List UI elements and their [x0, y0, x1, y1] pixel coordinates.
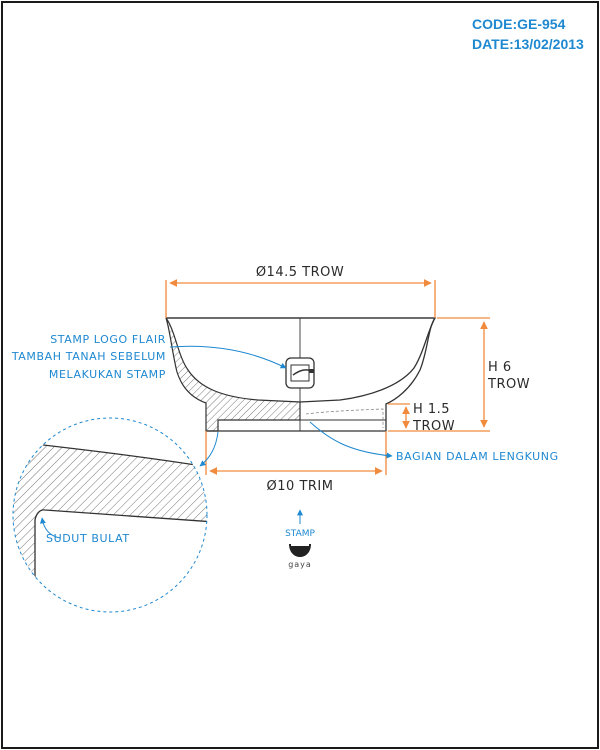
logo-brand: gaya: [288, 560, 312, 569]
detail-leader: [199, 431, 219, 467]
height-label-line2: TROW: [487, 377, 530, 392]
inner-curve-note: BAGIAN DALAM LENGKUNG: [396, 450, 559, 463]
foot-height-label-line1: H 1.5: [413, 402, 450, 417]
foot-inner-hidden-line: [305, 408, 384, 428]
detail-circle: [12, 417, 208, 613]
detail-hatched-section: [13, 440, 207, 612]
drawing-date: DATE:13/02/2013: [472, 36, 584, 52]
rounded-corner-note: SUDUT BULAT: [46, 532, 130, 545]
dim-top-diameter: [165, 279, 436, 318]
top-diameter-label: Ø14.5 TROW: [256, 265, 344, 280]
bowl-wall-section: [165, 317, 301, 432]
dim-height: [388, 317, 490, 432]
rounded-corner-detail: [12, 417, 208, 613]
stamp-mark: [285, 357, 315, 389]
stamp-note-line1: STAMP LOGO FLAIR: [50, 333, 166, 346]
bowl-inner-curve: [299, 317, 436, 403]
detail-outline-corner: [34, 509, 207, 612]
foot-height-label-line2: TROW: [412, 419, 455, 434]
brand-logo: STAMP gaya: [285, 509, 315, 569]
bottom-diameter-label: Ø10 TRIM: [267, 479, 334, 494]
stamp-note-leader: [169, 345, 287, 369]
stamp-note-line3: MELAKUKAN STAMP: [49, 368, 166, 381]
height-label-line1: H 6: [488, 360, 512, 375]
stamp-note-line2: TAMBAH TANAH SEBELUM: [11, 350, 166, 363]
dim-bottom-diameter: [205, 431, 387, 475]
logo-bowl-icon: [289, 544, 311, 557]
inner-curve-leader: [309, 421, 393, 459]
logo-stamp-label: STAMP: [285, 529, 315, 539]
drawing-code: CODE:GE-954: [472, 16, 566, 32]
dim-foot-height: [388, 403, 410, 429]
bowl-section-view: [165, 317, 437, 432]
rounded-corner-leader: [39, 517, 61, 539]
